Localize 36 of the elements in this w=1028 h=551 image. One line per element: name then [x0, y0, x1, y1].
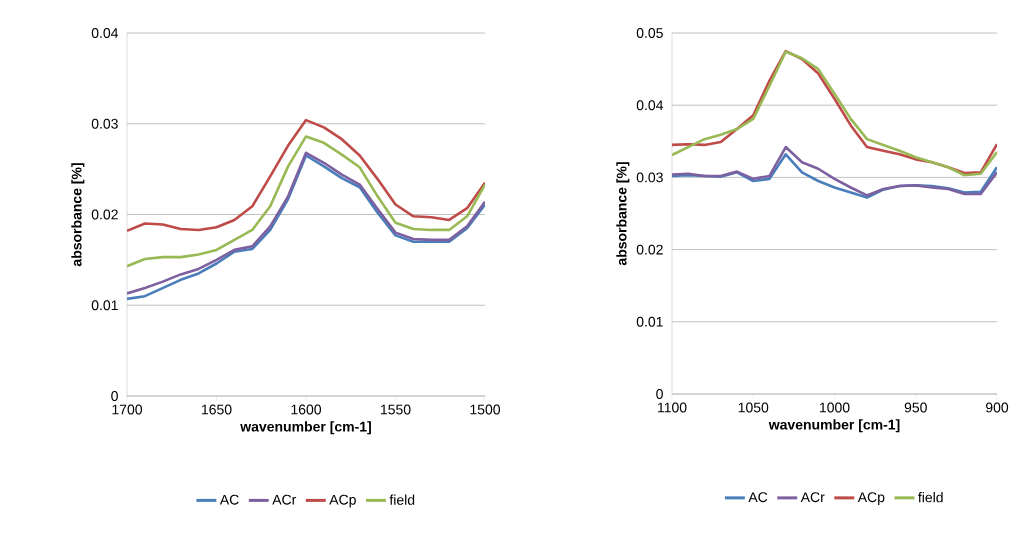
line-series: [127, 118, 485, 233]
y-tick-label: 0.01: [636, 316, 663, 327]
y-tick-label: 0.03: [91, 118, 118, 129]
x-tick-label: 1550: [380, 404, 411, 415]
legend-label: field: [389, 494, 415, 505]
y-tick-label: 0: [656, 389, 663, 399]
y-axis-title: absorbance [%]: [71, 163, 85, 267]
x-axis-title: wavenumber [cm-1]: [768, 419, 900, 433]
y-tick-label: 0.04: [636, 100, 664, 111]
y-tick-label: 0.03: [636, 172, 663, 183]
legend-label: ACr: [272, 494, 297, 505]
y-tick-label: 0: [111, 391, 118, 401]
x-tick-label: 900: [985, 402, 1009, 413]
y-tick-label: 0.02: [636, 244, 663, 255]
y-tick-label: 0.01: [91, 300, 118, 311]
y-tick-label: 0.05: [636, 28, 663, 38]
y-tick-label: 0.02: [91, 209, 118, 220]
x-tick-label: 1650: [202, 404, 232, 415]
legend-label: AC: [219, 494, 239, 505]
x-tick-label: 1500: [470, 404, 501, 415]
legend-label: field: [918, 492, 943, 503]
legend-label: ACr: [800, 492, 825, 503]
x-tick-label: 1100: [658, 402, 687, 413]
legend-label: ACp: [329, 494, 356, 508]
x-axis-title: wavenumber [cm-1]: [240, 421, 371, 435]
line-series: [672, 145, 997, 197]
legend-label: AC: [748, 492, 768, 503]
x-tick-label: 950: [904, 402, 927, 413]
x-tick-label: 1000: [819, 402, 850, 413]
y-axis-title: absorbance [%]: [616, 162, 630, 266]
x-tick-label: 1050: [738, 402, 769, 413]
legend-label: ACp: [857, 492, 885, 505]
x-tick-label: 1600: [291, 404, 322, 415]
line-series: [127, 135, 485, 268]
y-tick-label: 0.04: [91, 28, 119, 38]
x-tick-label: 1700: [112, 404, 143, 415]
